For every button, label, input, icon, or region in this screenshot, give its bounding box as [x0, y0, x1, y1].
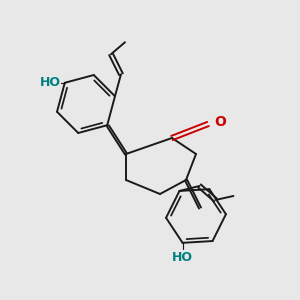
Text: O: O — [214, 115, 226, 129]
Text: HO: HO — [172, 251, 193, 264]
Text: HO: HO — [40, 76, 61, 89]
